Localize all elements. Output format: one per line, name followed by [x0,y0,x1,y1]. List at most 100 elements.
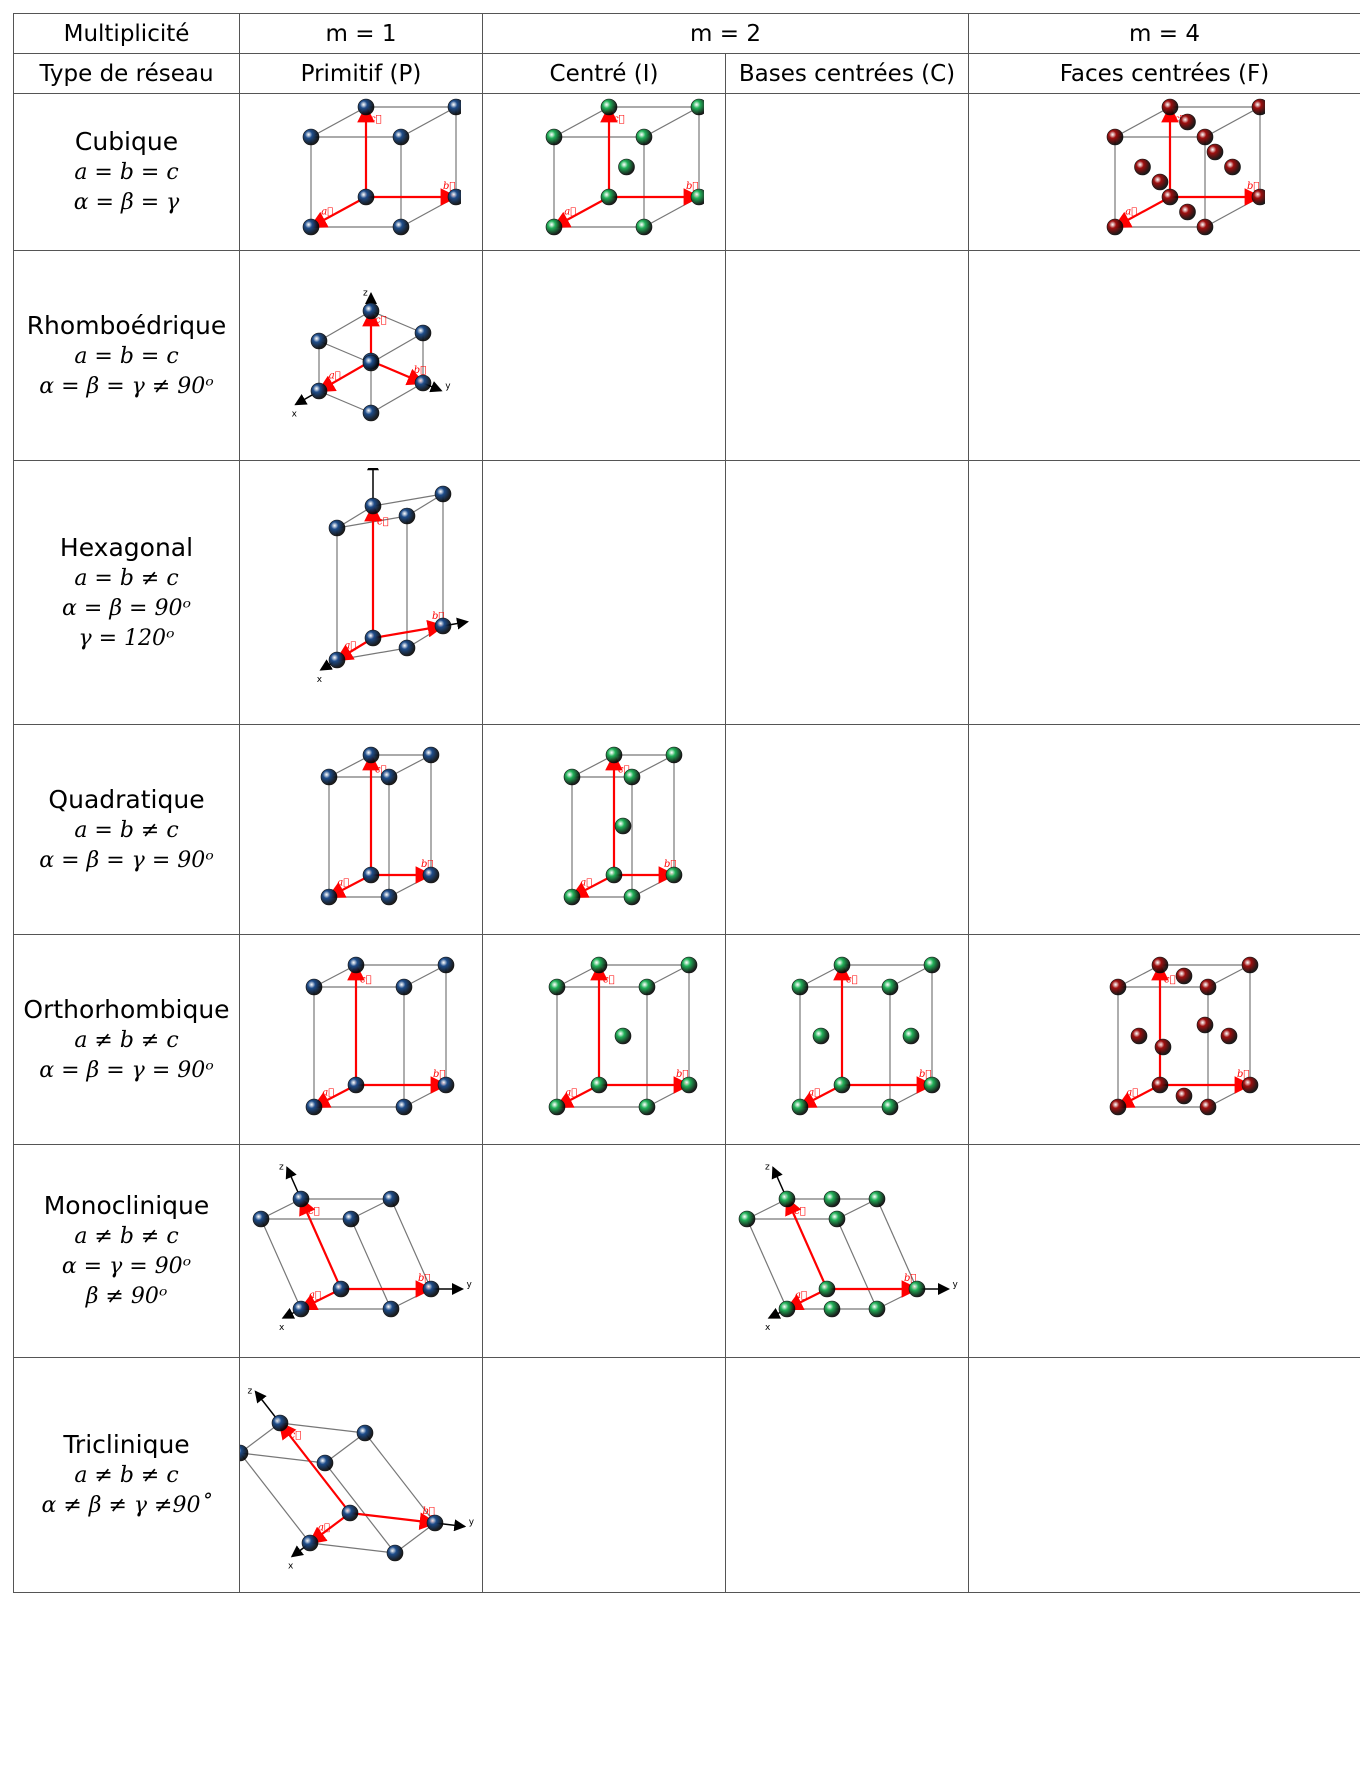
vector-label: c⃗ [370,114,382,125]
atom [382,1190,400,1207]
cell-edge [324,1462,396,1553]
atom [833,1076,851,1093]
atom [1241,956,1258,973]
lattice-vector [308,1511,351,1544]
lattice-relation: a ≠ b ≠ c [74,1463,179,1488]
axis-label: y [467,1280,473,1290]
lattice-label: Cubique a = b = c α = β = γ [13,93,240,251]
cell-edge [643,106,700,138]
atom [395,1098,413,1115]
atom [447,188,461,206]
atom [908,1280,926,1297]
lattice-relation: α = β = γ = 90ᵒ [39,847,214,873]
atom [590,956,608,973]
atom [1199,1098,1216,1115]
vector-label: a⃗ [565,1087,577,1098]
vector-label: a⃗ [564,207,576,218]
cell-edge [318,309,372,342]
cell-edge [643,196,700,228]
cell-rhombo-p: z y x a⃗ b⃗ c⃗ [239,250,483,461]
lattice-vector [370,359,426,385]
vector-label: b⃗ [418,1273,430,1284]
lattice-label: Triclinique a ≠ b ≠ c α ≠ β ≠ γ ≠90˚ [13,1357,240,1593]
atom [292,1190,310,1207]
cell-edge [1114,106,1170,138]
atom [1154,1038,1171,1055]
axis-label: x [765,1323,771,1333]
atom [738,1210,756,1227]
table-row: Monoclinique a ≠ b ≠ c α = γ = 90ᵒ β ≠ 9… [13,1144,1360,1358]
cubic-faces-diagram: a⃗b⃗c⃗ [1106,98,1265,236]
cell-edge [370,381,424,414]
atom [398,639,416,656]
atom [1109,978,1126,995]
atom [623,888,641,905]
triclinic-primitive-diagram: z y x a⃗ b⃗ c⃗ [240,1386,475,1571]
cell-edge [372,492,444,507]
atom [614,817,632,834]
atom [1161,98,1178,116]
atom [292,1300,310,1317]
atom [301,1534,319,1551]
atom [812,1027,830,1044]
atom [1106,128,1123,146]
atom [362,302,380,319]
atom [357,188,375,206]
lattice-relation: α = γ = 90ᵒ [61,1254,192,1279]
atom [1175,967,1192,984]
atom [778,1300,796,1317]
type-label: Type de réseau [13,53,240,94]
empty-cell [968,1357,1360,1593]
vector-label: a⃗ [580,877,592,888]
lattice-relation: α ≠ β ≠ γ ≠90˚ [41,1493,212,1518]
lattice-relation: a ≠ b ≠ c [74,1224,179,1249]
atom [881,978,899,995]
atom [1178,203,1196,221]
atom [252,1210,270,1227]
vector-label: a⃗ [309,1290,321,1301]
empty-cell [482,250,726,461]
lattice-vector [552,196,610,229]
atom [1151,956,1168,973]
lattice-vector [1112,196,1171,229]
atom [362,866,380,883]
cell-ortho-p: a⃗ b⃗ c⃗ [239,934,483,1145]
lattice-name: Hexagonal [59,532,194,562]
atom [1220,1027,1237,1044]
cell-edge [260,1218,302,1309]
atom [791,978,809,995]
monoclinic-primitive-diagram: z y x a⃗ b⃗ c⃗ [252,1162,473,1333]
axis-label: x [279,1323,285,1333]
vector-label: a⃗ [318,1522,330,1533]
atom [310,332,328,349]
cell-edge [400,196,457,228]
atom [328,519,346,536]
lattice-name: Quadratique [48,784,205,814]
atom [823,1190,841,1207]
empty-cell [968,724,1360,935]
lattice-relation: α = β = γ = 90ᵒ [39,1057,214,1083]
cell-edge [324,1432,366,1463]
cubic-centered-diagram: a⃗ b⃗ c⃗ [545,98,704,236]
primitive-header: Primitif (P) [239,53,483,94]
cell-edge [746,1218,788,1309]
cell-edge [553,106,610,138]
atom [362,354,380,371]
atom [398,507,416,524]
lattice-label: Rhomboédrique a = b = c α = β = γ ≠ 90ᵒ [13,250,240,461]
cell-edge [240,1452,311,1543]
vector-label: b⃗ [686,181,698,192]
atom [623,768,641,785]
atom [305,978,323,995]
atom [665,866,683,883]
lattice-relation: a = b ≠ c [74,565,179,591]
cell-edge [390,1198,432,1289]
atom [868,1190,886,1207]
monoclinic-base-diagram: z y x a⃗ b⃗ c⃗ [738,1162,959,1333]
cell-edge [370,331,424,364]
atom [665,746,683,763]
atom [310,382,328,399]
orthorhombic-base-diagram: a⃗ b⃗ c⃗ [791,956,941,1115]
header-row-multiplicity: Multiplicité m = 1 m = 2 m = 4 [13,13,1360,54]
